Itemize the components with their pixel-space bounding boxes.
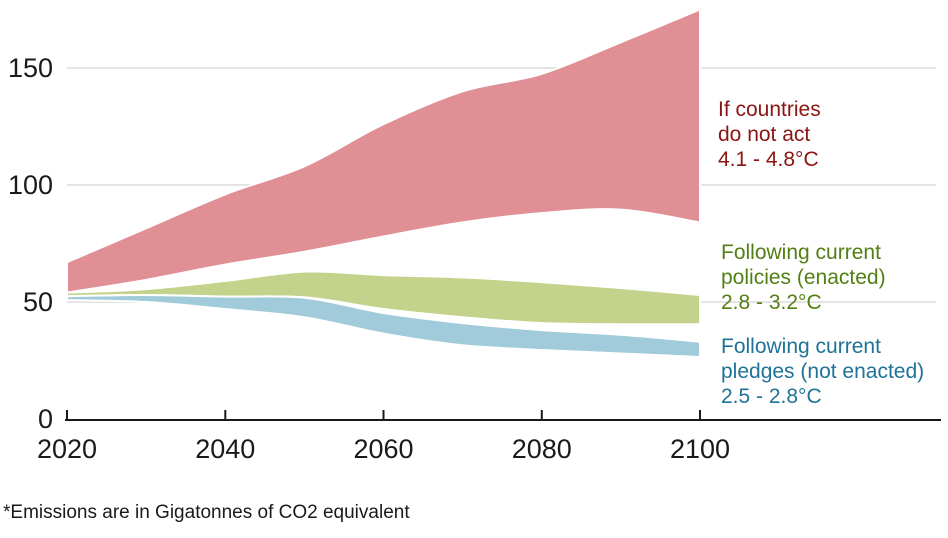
y-axis-tick-label-100: 100: [7, 170, 53, 200]
series-label-no-act-temp-range: 4.1 - 4.8°C: [718, 148, 819, 171]
series-label-current-policies-temp-range: 2.8 - 3.2°C: [721, 291, 822, 314]
footnote-emissions-unit: *Emissions are in Gigatonnes of CO2 equi…: [3, 502, 410, 523]
x-axis-tick-label-2060: 2060: [353, 434, 414, 464]
x-axis-tick-label-2080: 2080: [511, 434, 572, 464]
series-label-current-pledges: Following current pledges (not enacted) …: [721, 334, 924, 409]
band-pledges: [66, 293, 701, 358]
series-label-no-act-line-2: do not act: [718, 123, 811, 146]
y-axis-tick-label-0: 0: [37, 404, 53, 434]
y-axis-tick-label-50: 50: [22, 287, 53, 317]
series-label-current-pledges-temp-range: 2.5 - 2.8°C: [721, 385, 822, 408]
series-label-current-pledges-line-2: pledges (not enacted): [721, 360, 925, 383]
band-no_act: [66, 8, 701, 294]
series-label-no-act-line-1: If countries: [718, 98, 821, 121]
x-axis-tick-label-2100: 2100: [669, 434, 731, 464]
series-label-no-act: If countries do not act 4.1 - 4.8°C: [718, 97, 821, 172]
y-axis-tick-label-150: 150: [7, 53, 53, 83]
series-label-current-policies-line-1: Following current: [721, 241, 881, 264]
x-axis-tick-label-2040: 2040: [195, 434, 256, 464]
series-label-current-pledges-line-1: Following current: [721, 335, 881, 358]
series-label-current-policies-line-2: policies (enacted): [721, 266, 886, 289]
x-axis-tick-label-2020: 2020: [36, 434, 98, 464]
series-label-current-policies: Following current policies (enacted) 2.8…: [721, 240, 886, 315]
